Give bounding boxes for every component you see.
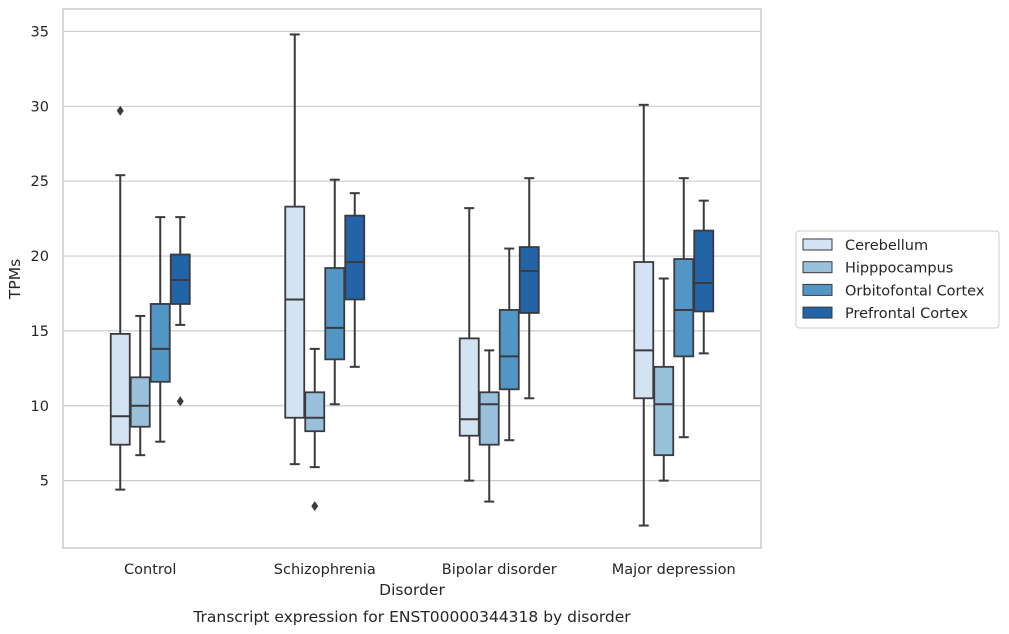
legend-label: Orbitofontal Cortex bbox=[845, 283, 985, 299]
outlier-marker bbox=[176, 396, 184, 407]
box bbox=[149, 303, 171, 383]
box-group bbox=[129, 314, 151, 457]
box-group bbox=[304, 347, 326, 512]
legend-label: Hipppocampus bbox=[845, 261, 953, 277]
box bbox=[344, 214, 366, 301]
box-group bbox=[693, 199, 715, 355]
box bbox=[129, 376, 151, 428]
box bbox=[673, 258, 695, 358]
box bbox=[109, 332, 131, 446]
box bbox=[478, 391, 500, 446]
x-tick-label: Major depression bbox=[612, 562, 736, 578]
x-tick-labels: Control Schizophrenia Bipolar disorder Majo… bbox=[124, 562, 736, 578]
box-group bbox=[344, 192, 366, 368]
box bbox=[693, 229, 715, 313]
box-group bbox=[458, 207, 480, 482]
y-tick-labels: 5 10 15 20 25 30 35 bbox=[31, 24, 49, 489]
box bbox=[458, 337, 480, 437]
y-tick-label: 30 bbox=[31, 99, 49, 115]
box-group bbox=[149, 216, 171, 443]
box bbox=[633, 261, 655, 400]
legend-swatch bbox=[802, 261, 833, 274]
outlier-marker bbox=[311, 501, 319, 512]
legend-label: Prefrontal Cortex bbox=[845, 306, 968, 322]
box bbox=[284, 205, 306, 419]
box-group bbox=[324, 178, 346, 406]
box bbox=[518, 246, 540, 314]
y-tick-label: 10 bbox=[31, 399, 49, 415]
box-group bbox=[518, 177, 540, 400]
y-tick-label: 15 bbox=[31, 324, 49, 340]
box-group bbox=[653, 277, 675, 482]
box-group bbox=[109, 105, 131, 491]
box-group bbox=[284, 33, 306, 466]
x-tick-label: Control bbox=[124, 562, 176, 578]
legend-swatch bbox=[802, 238, 833, 251]
box-group bbox=[498, 247, 520, 442]
figure-caption: Transcript expression for ENST0000034431… bbox=[192, 608, 631, 626]
box bbox=[324, 267, 346, 361]
box-layer bbox=[109, 33, 715, 527]
box-group bbox=[673, 177, 695, 439]
plot-frame bbox=[62, 8, 762, 549]
legend-label: Cerebellum bbox=[845, 238, 928, 254]
box bbox=[498, 309, 520, 391]
x-axis-label: Disorder bbox=[379, 581, 445, 599]
box bbox=[653, 365, 675, 457]
y-tick-label: 35 bbox=[31, 24, 49, 40]
y-axis-label: TPMs bbox=[6, 259, 24, 300]
y-tick-label: 25 bbox=[31, 174, 49, 190]
outlier-marker bbox=[116, 105, 124, 116]
y-tick-label: 5 bbox=[40, 474, 49, 490]
box-group bbox=[633, 103, 655, 527]
box bbox=[304, 391, 326, 433]
box-group bbox=[478, 349, 500, 503]
legend-frame bbox=[795, 230, 1000, 329]
box-group bbox=[169, 216, 191, 407]
legend-swatch bbox=[802, 306, 833, 319]
x-tick-label: Schizophrenia bbox=[274, 562, 376, 578]
y-tick-label: 20 bbox=[31, 249, 49, 265]
legend: Cerebellum Hipppocampus Orbitofontal Corte… bbox=[795, 230, 1000, 329]
legend-swatch bbox=[802, 283, 833, 296]
x-tick-label: Bipolar disorder bbox=[442, 562, 557, 578]
